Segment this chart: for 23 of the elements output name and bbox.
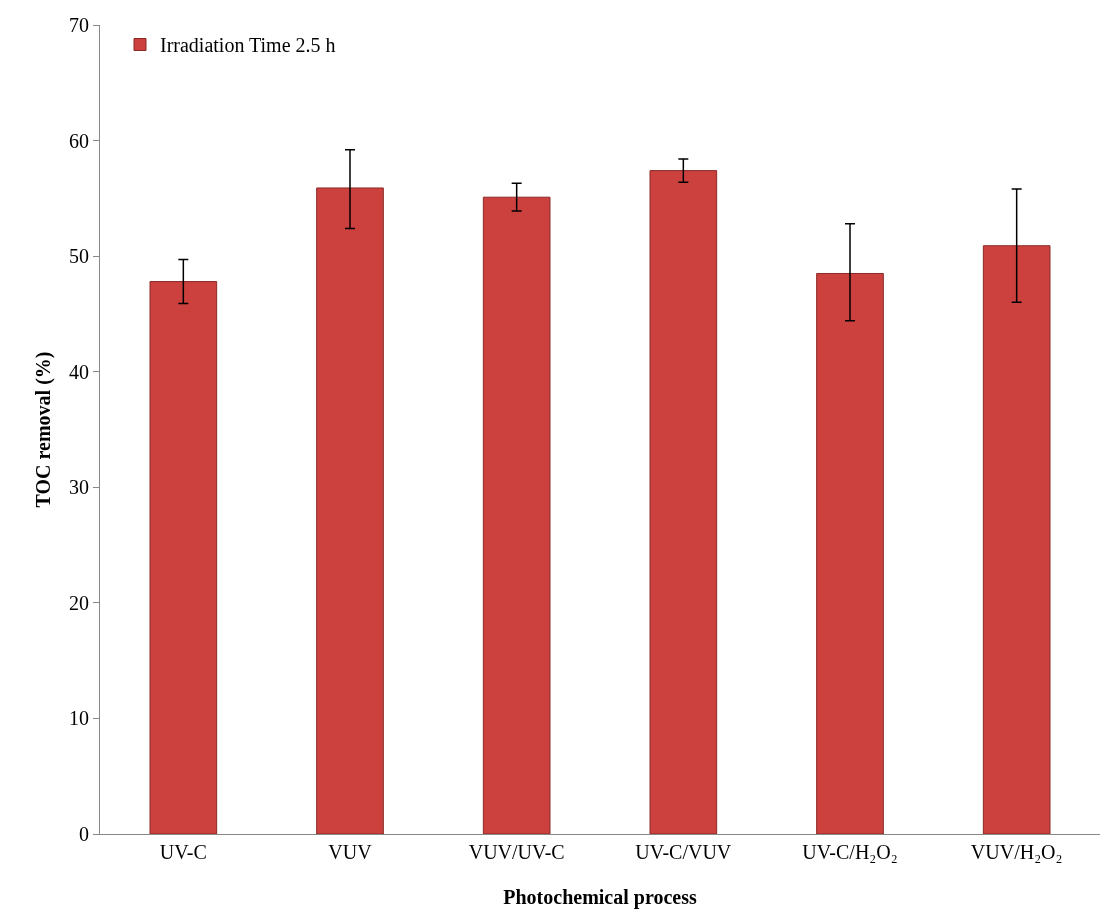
bar (149, 281, 218, 834)
y-axis-title: TOC removal (%) (32, 351, 55, 508)
y-tick-label: 30 (69, 476, 89, 499)
bar (982, 245, 1051, 834)
x-axis-title: Photochemical process (503, 886, 697, 909)
y-tick-label: 0 (79, 823, 89, 845)
y-tick-label: 40 (69, 360, 89, 383)
x-tick-label: UV-C/H₂O₂ (802, 841, 898, 863)
bar (316, 187, 384, 834)
bar (482, 196, 551, 834)
legend-label: Irradiation Time 2.5 h (160, 34, 336, 57)
x-tick-label: VUV (328, 841, 373, 863)
y-tick-label: 60 (69, 129, 89, 152)
y-tick-label: 20 (69, 591, 89, 614)
bar (816, 272, 884, 834)
y-tick-label: 70 (69, 14, 89, 36)
x-tick-label: UV-C (159, 841, 207, 863)
x-tick-label: VUV/H₂O₂ (970, 841, 1063, 863)
x-tick-label: VUV/UV-C (468, 841, 565, 863)
x-tick-label: UV-C/VUV (635, 841, 732, 863)
y-tick-label: 10 (69, 707, 89, 730)
bar (649, 170, 718, 834)
y-tick-label: 50 (69, 245, 89, 268)
